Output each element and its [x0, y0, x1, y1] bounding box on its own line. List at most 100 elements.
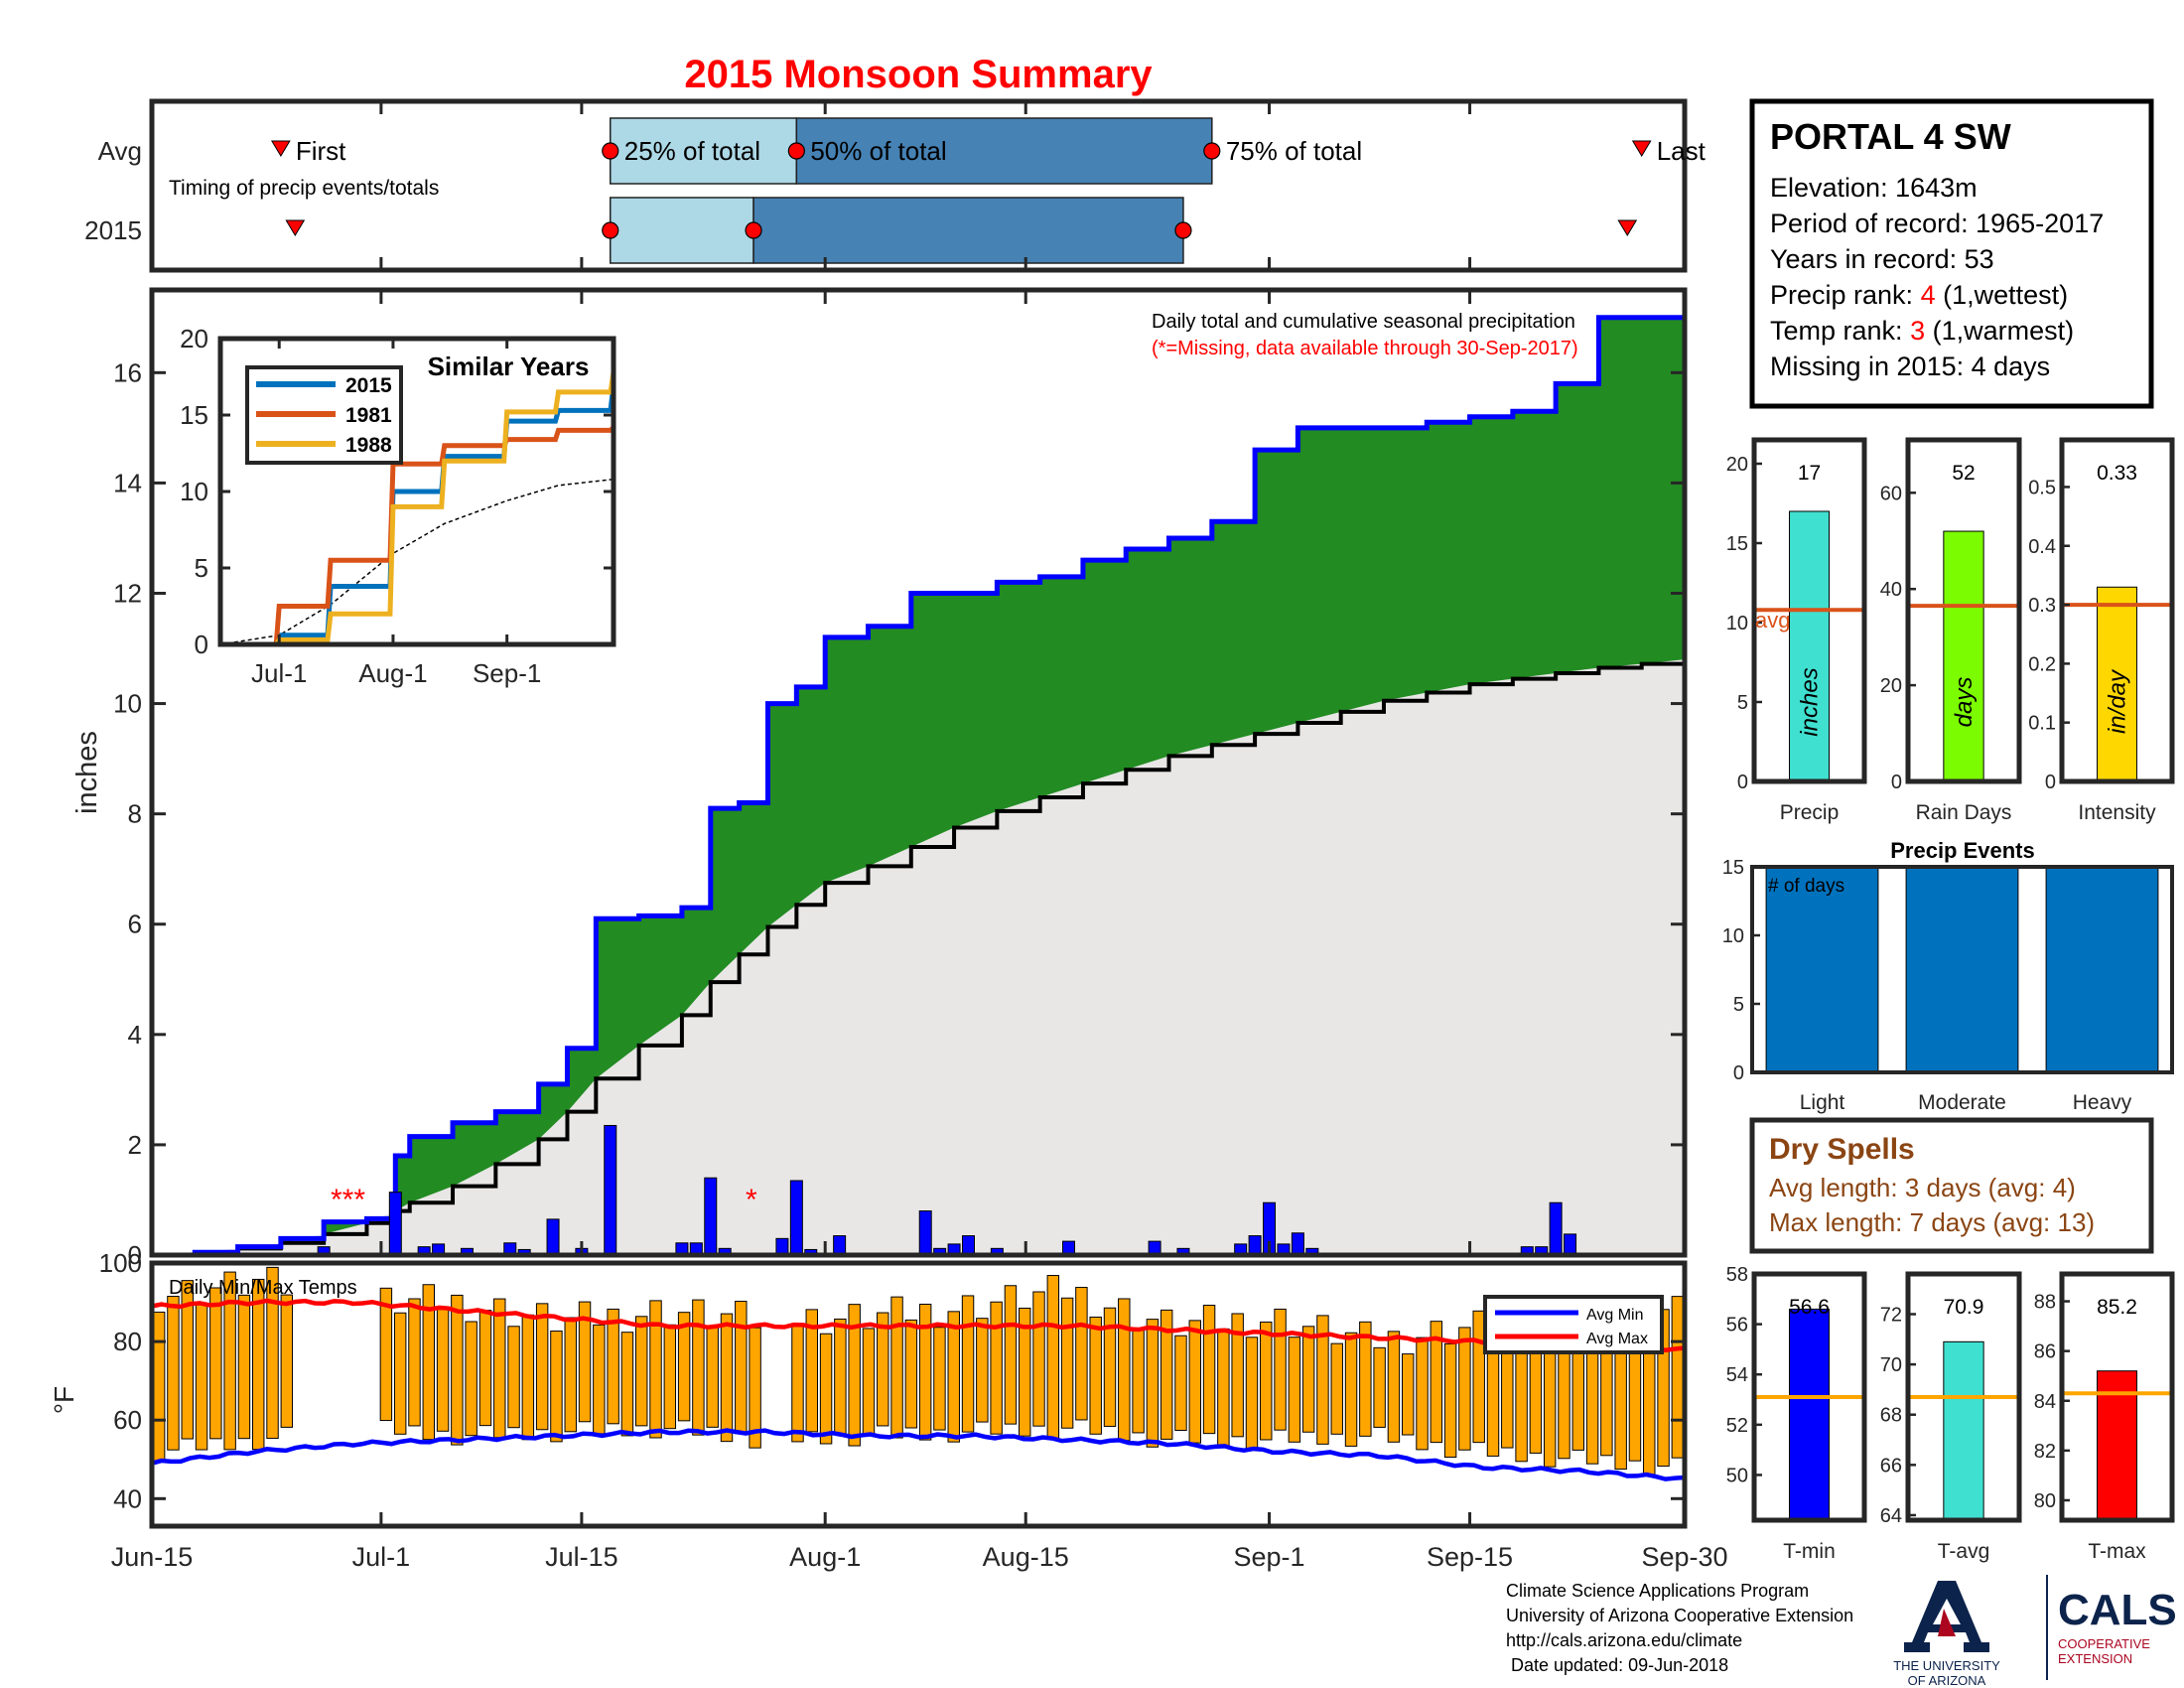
daily-temp-range-bar-69: [1132, 1328, 1145, 1434]
precip-events-y-tick-label-1: 5: [1733, 994, 1744, 1016]
daily-precip-bar-9: [604, 1124, 617, 1256]
temps-y-tick-label-0: 40: [113, 1483, 142, 1513]
daily-temp-range-bar-34: [635, 1316, 648, 1427]
daily-temp-range-bar-0: [152, 1311, 166, 1462]
daily-temp-range-bar-39: [706, 1326, 719, 1428]
daily-temp-range-bar-64: [1060, 1297, 1074, 1429]
daily-temp-range-bar-37: [677, 1312, 691, 1422]
daily-temp-range-bar-48: [834, 1318, 847, 1435]
main-y-ticks: 0 2 4 6 8 10 12 14 16: [113, 290, 1687, 1270]
dry-spells-box: Dry Spells Avg length: 3 days (avg: 4) M…: [1749, 1117, 2154, 1254]
daily-temp-range-bar-47: [819, 1333, 833, 1445]
daily-temp-range-bar-70: [1146, 1319, 1160, 1448]
daily-temp-range-bar-89: [1416, 1336, 1429, 1451]
main-y-tick-label-1: 2: [128, 1130, 142, 1160]
main-annotation-line1: Daily total and cumulative seasonal prec…: [1152, 311, 1575, 333]
daily-temp-range-bar-40: [720, 1313, 734, 1443]
rain-days-value-label: 52: [1952, 462, 1975, 485]
daily-temp-range-bar-49: [848, 1304, 861, 1447]
precip-y-tick-label-1: 5: [1737, 692, 1748, 714]
daily-temp-range-bar-19: [422, 1284, 435, 1441]
daily-temp-range-bar-16: [379, 1287, 393, 1422]
date-tick-label-0: Jun-15: [111, 1542, 194, 1572]
cals-logo-sub-line1: COOPERATIVE: [2058, 1636, 2150, 1651]
t-avg-y-tick-label-1: 66: [1880, 1455, 1902, 1477]
daily-temp-range-bar-33: [620, 1332, 634, 1437]
t-min-value-label: 56.6: [1789, 1296, 1830, 1319]
date-tick-label-4: Aug-15: [983, 1542, 1069, 1572]
daily-temp-range-bar-62: [1032, 1291, 1045, 1427]
timing-markers: First Last 25% of total 50% of total 75% of …: [150, 101, 1706, 270]
daily-temp-range-bar-80: [1288, 1336, 1301, 1443]
daily-temp-range-bar-5: [223, 1271, 236, 1451]
daily-temp-range-bar-61: [1019, 1307, 1031, 1437]
daily-precip-bar-7: [546, 1218, 560, 1256]
date-axis-tick-labels: Jun-15 Jul-1 Jul-15 Aug-1 Aug-15 Sep-1 Sep-15 S…: [111, 1512, 1728, 1572]
timing-box-q25-q50-2015: [610, 197, 754, 264]
date-tick-label-2: Jul-15: [545, 1542, 618, 1572]
daily-temp-range-bar-79: [1274, 1308, 1287, 1431]
inset-legend-label-2015: 2015: [345, 374, 392, 397]
daily-temp-range-bar-60: [1004, 1285, 1018, 1425]
daily-temp-range-bar-32: [607, 1308, 619, 1425]
t-max-value-bar: [2097, 1370, 2137, 1521]
temps-legend: Avg Min Avg Max: [1483, 1295, 1664, 1354]
daily-temp-range-bar-67: [1103, 1307, 1117, 1427]
t-max-value-label: 85.2: [2097, 1296, 2137, 1319]
average-cumulative-line: [152, 659, 1687, 1257]
timing-dot-q50-avg: [787, 142, 805, 160]
intensity-y-tick-label-4: 0.4: [2028, 536, 2056, 558]
daily-temp-range-bar-81: [1301, 1326, 1315, 1433]
timing-row-label-2015: 2015: [84, 215, 142, 245]
daily-temp-range-bar-26: [521, 1314, 535, 1441]
timing-row-label-avg: Avg: [98, 136, 142, 166]
inset-legend-label-1981: 1981: [345, 404, 392, 427]
daily-temp-range-bar-50: [862, 1328, 876, 1437]
daily-temp-range-bar-4: [209, 1287, 222, 1440]
main-y-tick-label-4: 8: [128, 799, 142, 829]
t-min-y-tick-label-1: 52: [1726, 1415, 1748, 1437]
station-years: Years in record: 53: [1770, 244, 1994, 274]
main-annotation-line2: (*=Missing, data available through 30-Se…: [1152, 338, 1578, 359]
timing-dot-q25-avg: [602, 142, 619, 160]
inset-y-tick-label-0: 0: [195, 630, 208, 659]
precip-events-category-label-2: Heavy: [2073, 1091, 2132, 1114]
inset-x-tick-label-0: Jul-1: [251, 658, 307, 688]
t-max-y-tick-label-4: 88: [2034, 1292, 2056, 1314]
t-min-y-tick-label-2: 54: [1726, 1364, 1748, 1386]
precip-events-bar-moderate: [1905, 866, 2019, 1073]
timing-box-q25-q50-avg: [610, 117, 798, 185]
intensity-value-bar: [2097, 586, 2137, 782]
daily-temp-range-bar-38: [692, 1299, 705, 1436]
intensity-y-tick-label-3: 0.3: [2028, 595, 2056, 617]
temps-y-tick-label-3: 100: [99, 1248, 142, 1278]
ua-logo-text-line2: OF ARIZONA: [1908, 1673, 1986, 1688]
daily-precip-bar-21: [962, 1235, 976, 1256]
daily-temp-range-bar-82: [1316, 1315, 1329, 1445]
daily-temp-range-bar-87: [1387, 1331, 1401, 1443]
inset-title: Similar Years: [428, 352, 590, 381]
missing-mark-jun: ***: [331, 1184, 365, 1216]
temps-axes-frame: [149, 1260, 1688, 1529]
daily-temp-range-bar-17: [393, 1312, 407, 1435]
cals-logo-text: CALS: [2058, 1586, 2177, 1634]
daily-temp-range-bar-27: [535, 1303, 549, 1431]
daily-temp-range-bar-78: [1260, 1321, 1273, 1441]
temps-legend-box: [1483, 1295, 1664, 1354]
date-tick-label-1: Jul-1: [352, 1542, 411, 1572]
precip-events-category-label-1: Moderate: [1918, 1091, 2006, 1114]
daily-temp-range-bar-63: [1046, 1275, 1060, 1439]
daily-temp-range-bar-30: [578, 1301, 592, 1423]
daily-temp-range-bar-86: [1373, 1346, 1386, 1428]
station-temp-rank: Temp rank: 3 (1,warmest): [1770, 316, 2074, 346]
t-avg-y-tick-label-2: 68: [1880, 1405, 1902, 1427]
precip-events-y-tick-label-0: 0: [1733, 1062, 1744, 1084]
daily-precip-bar-27: [1248, 1235, 1262, 1256]
inset-x-tick-label-1: Aug-1: [358, 658, 427, 688]
ua-block-a-icon: [1904, 1581, 1989, 1652]
t-avg-y-tick-label-3: 70: [1880, 1354, 1902, 1376]
timing-label-q75: 75% of total: [1226, 136, 1362, 166]
daily-temp-range-bar-107: [1671, 1296, 1685, 1459]
average-cumulative-area: [152, 659, 1685, 1255]
daily-temp-range-bar-65: [1075, 1287, 1088, 1421]
